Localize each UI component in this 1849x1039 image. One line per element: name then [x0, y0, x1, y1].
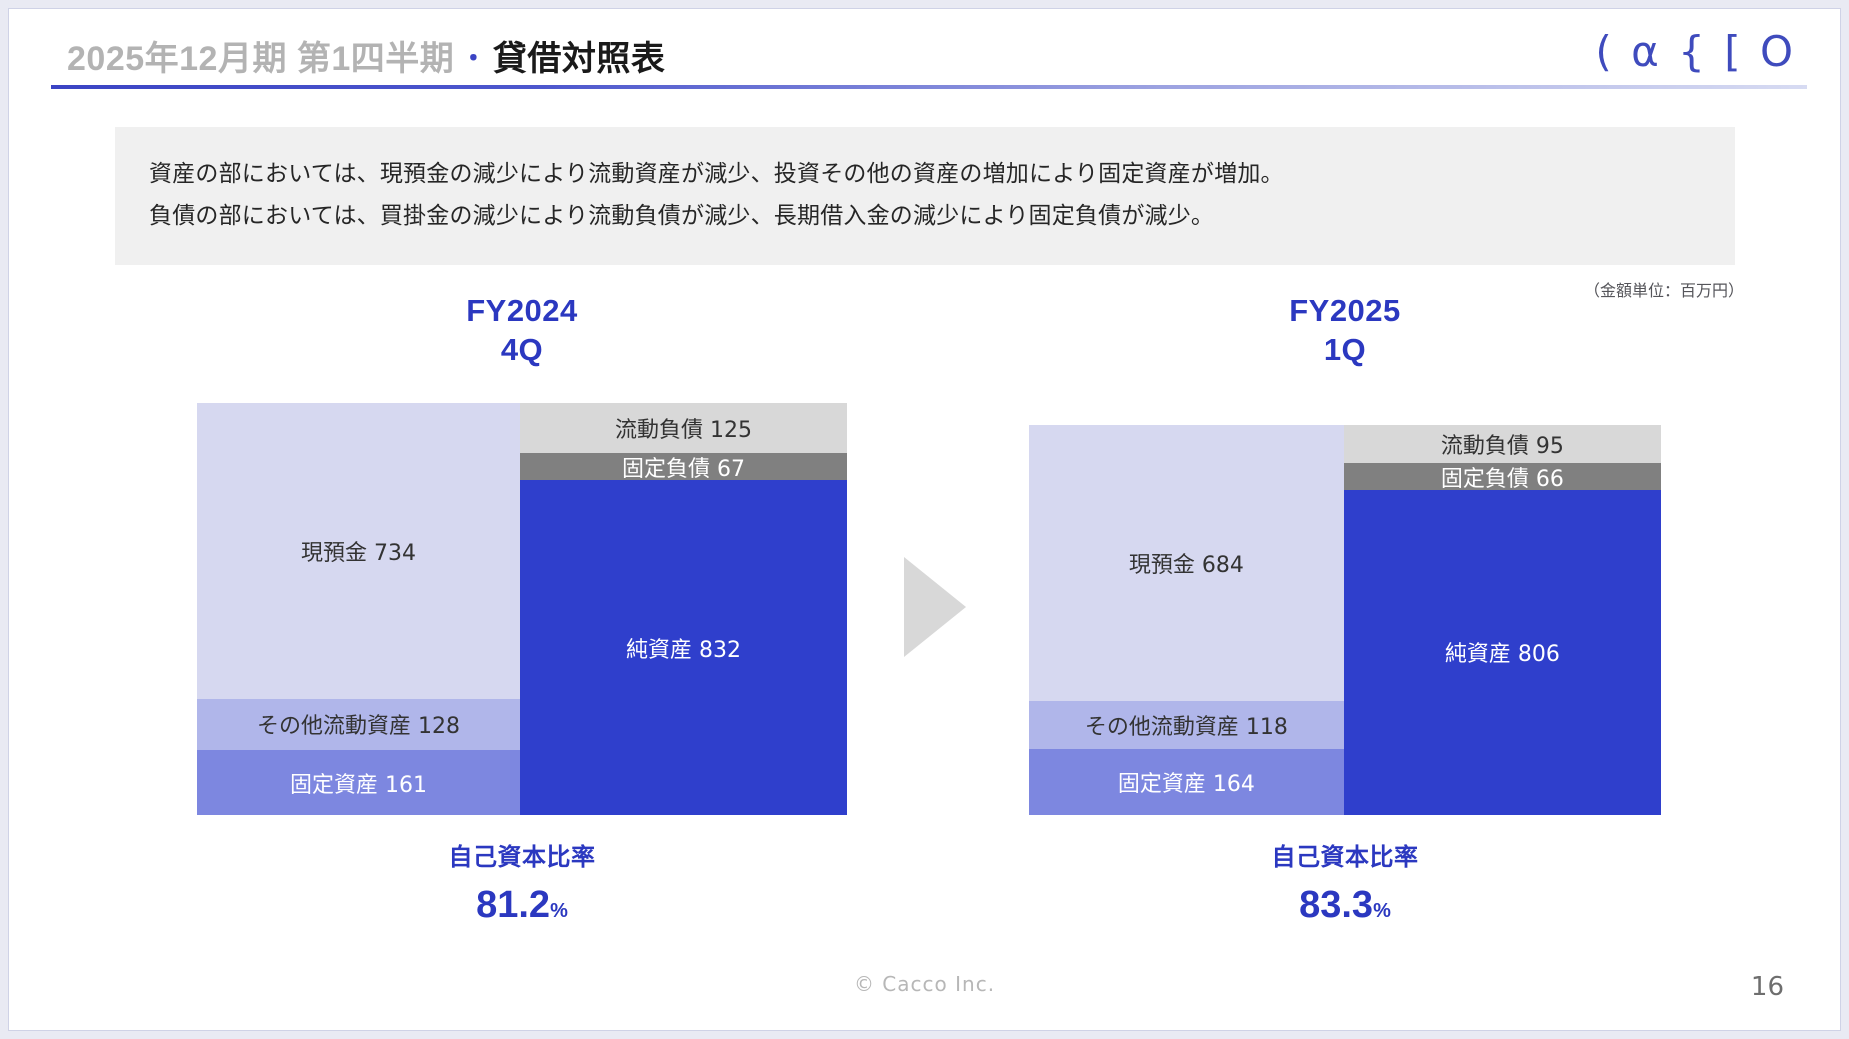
chart-heading-quarter: 1Q [1323, 332, 1367, 367]
slide-canvas: 2025年12月期 第1四半期・貸借対照表 ( α { [ O 資産の部において… [8, 8, 1841, 1031]
page-title-period: 2025年12月期 第1四半期 [67, 40, 455, 78]
equity-ratio-value-fy2024: 81.2% [197, 884, 847, 927]
summary-line-1: 資産の部においては、現預金の減少により流動資産が減少、投資その他の資産の増加によ… [149, 161, 1284, 187]
bs-segment-other-current-assets-fy2025: その他流動資産 118 [1029, 701, 1344, 749]
bs-segment-cash-and-deposits-fy2025: 現預金 684 [1029, 425, 1344, 702]
chart-heading-fy2025: FY2025 1Q [1029, 291, 1661, 369]
slide-header: 2025年12月期 第1四半期・貸借対照表 ( α { [ O [9, 9, 1840, 101]
balance-sheet-chart-fy2025: FY2025 1Q 現預金 684 その他流動資産 118 固定資産 164 流動負… [1029, 291, 1661, 927]
liabilities-column-fy2024: 流動負債 125 固定負債 67 純資産 832 [520, 403, 847, 815]
chart-heading-year: FY2025 [1289, 293, 1401, 328]
bs-segment-current-liabilities-fy2024: 流動負債 125 [520, 403, 847, 454]
bs-segment-current-liabilities-fy2025: 流動負債 95 [1343, 425, 1661, 464]
page-title-separator: ・ [460, 43, 487, 73]
equity-ratio-percent-fy2025: % [1373, 900, 1391, 922]
equity-ratio-percent-fy2024: % [550, 900, 568, 922]
bs-segment-cash-and-deposits-fy2024: 現預金 734 [197, 403, 521, 699]
bs-segment-fixed-assets-fy2024: 固定資産 161 [197, 750, 521, 815]
page-number: 16 [1750, 972, 1784, 1002]
equity-ratio-number-fy2024: 81.2 [476, 884, 551, 926]
bs-figure-fy2024: 現預金 734 その他流動資産 128 固定資産 161 流動負債 125 固定負債 … [197, 403, 847, 815]
bs-segment-fixed-liabilities-fy2024: 固定負債 67 [520, 453, 847, 481]
equity-ratio-label-fy2024: 自己資本比率 [448, 844, 596, 871]
cacco-logo: ( α { [ O [1595, 27, 1796, 76]
summary-line-2: 負債の部においては、買掛金の減少により流動負債が減少、長期借入金の減少により固定… [149, 203, 1215, 229]
bs-segment-fixed-assets-fy2025: 固定資産 164 [1029, 748, 1344, 815]
bs-segment-other-current-assets-fy2024: その他流動資産 128 [197, 698, 521, 751]
liabilities-column-fy2025: 流動負債 95 固定負債 66 純資産 806 [1343, 425, 1661, 815]
assets-column-fy2024: 現預金 734 その他流動資産 128 固定資産 161 [197, 403, 521, 815]
bs-segment-net-assets-fy2024: 純資産 832 [520, 480, 847, 815]
title-divider-rule [51, 85, 1807, 89]
chart-heading-year: FY2024 [466, 293, 578, 328]
amount-unit-note: （金額単位：百万円） [1583, 281, 1744, 300]
balance-sheet-chart-fy2024: FY2024 4Q 現預金 734 その他流動資産 128 固定資産 161 流動負… [197, 291, 847, 927]
equity-ratio-number-fy2025: 83.3 [1299, 884, 1374, 926]
chart-heading-quarter: 4Q [500, 332, 544, 367]
equity-ratio-label-fy2025: 自己資本比率 [1271, 844, 1419, 871]
page-title-subject: 貸借対照表 [492, 40, 666, 78]
equity-ratio-value-fy2025: 83.3% [1029, 884, 1661, 927]
summary-box: 資産の部においては、現預金の減少により流動資産が減少、投資その他の資産の増加によ… [115, 127, 1735, 265]
right-arrow-icon [904, 557, 966, 657]
bs-figure-fy2025: 現預金 684 その他流動資産 118 固定資産 164 流動負債 95 固定負債 6… [1029, 425, 1661, 815]
chart-heading-fy2024: FY2024 4Q [197, 291, 847, 369]
bs-segment-fixed-liabilities-fy2025: 固定負債 66 [1343, 463, 1661, 490]
page-title: 2025年12月期 第1四半期・貸借対照表 [67, 31, 665, 80]
bs-segment-net-assets-fy2025: 純資産 806 [1343, 489, 1661, 815]
copyright-text: © Cacco Inc. [853, 972, 996, 996]
assets-column-fy2025: 現預金 684 その他流動資産 118 固定資産 164 [1029, 425, 1344, 815]
